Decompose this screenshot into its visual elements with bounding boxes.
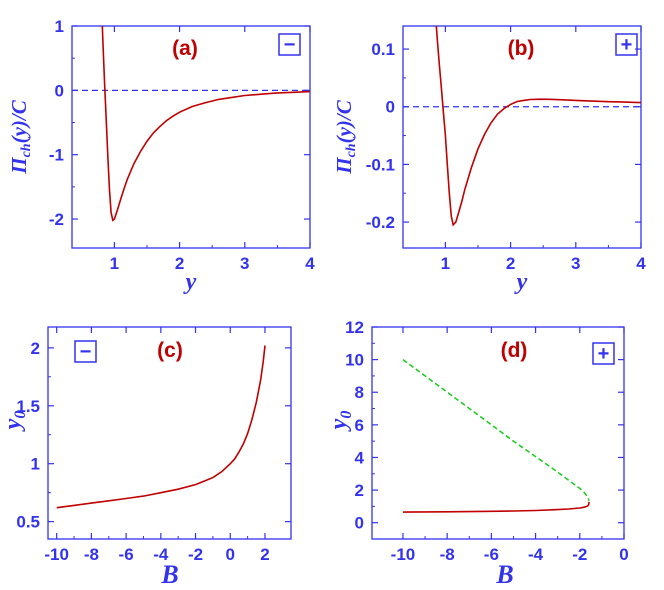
- panel-b-series-solid: [435, 26, 641, 227]
- panel-d-xtick-label: -8: [440, 545, 455, 564]
- panel-a-xtick-label: 1: [110, 254, 119, 273]
- panel-c: -10 -8 -6 -4 -2 0 2 0.5 1 1.5 2 (c) − B y0: [0, 326, 292, 589]
- panel-b-ytick-label: 0: [386, 98, 395, 117]
- panel-d-xtick-label: -4: [528, 545, 544, 564]
- panel-c-ticks: -10 -8 -6 -4 -2 0 2 0.5 1 1.5 2: [16, 327, 291, 564]
- panel-c-ytick-label: 0.5: [16, 513, 40, 532]
- panel-c-ylabel: y0: [0, 411, 29, 433]
- panel-c-sign-box: −: [74, 340, 97, 363]
- panel-d-frame: [371, 326, 625, 540]
- panel-c-xtick-label: -8: [84, 545, 99, 564]
- panel-d-xtick-label: 0: [619, 545, 628, 564]
- panel-a-ytick-label: 0: [55, 81, 64, 100]
- panel-d-ytick-label: 0: [355, 514, 364, 533]
- panel-a: 1 2 3 4 1 0 -1 -2 (a) − y Πch(y)/C: [7, 17, 315, 295]
- panel-c-frame: [47, 326, 292, 540]
- panel-a-ytick-label: -1: [49, 146, 64, 165]
- panel-d-series-dashed: [402, 358, 590, 501]
- panel-d-ytick-label: 8: [355, 383, 364, 402]
- panel-a-xlabel: y: [183, 269, 197, 295]
- panel-d-xtick-label: -6: [484, 545, 499, 564]
- panel-c-xtick-label: 0: [226, 545, 235, 564]
- panel-b-ytick-label: -0.1: [366, 155, 395, 174]
- panel-b-ytick-label: -0.2: [366, 213, 395, 232]
- panel-c-xtick-label: -10: [44, 545, 69, 564]
- panel-d-ytick-label: 10: [345, 351, 364, 370]
- panel-b-xtick-label: 4: [636, 254, 646, 273]
- panel-c-sign: −: [80, 341, 92, 363]
- panel-d-sign: +: [598, 343, 610, 365]
- panel-c-ytick-label: 2: [31, 339, 40, 358]
- panel-b-xtick-label: 2: [506, 254, 515, 273]
- panel-c-label: (c): [157, 339, 183, 362]
- panel-c-ytick-label: 1: [31, 455, 40, 474]
- panel-b-curves: [435, 26, 641, 227]
- panel-c-series-solid: [56, 345, 266, 509]
- panel-c-xtick-label: -6: [119, 545, 134, 564]
- panel-b-frame: [402, 25, 642, 249]
- panel-b-xlabel: y: [514, 269, 528, 295]
- panel-d-xtick-label: -10: [391, 545, 416, 564]
- panel-c-xtick-label: -4: [153, 545, 169, 564]
- panel-a-xtick-label: 4: [305, 254, 315, 273]
- panel-b-label: (b): [508, 37, 535, 60]
- panel-a-series-solid: [101, 26, 310, 222]
- panel-a-ytick-label: 1: [55, 17, 64, 36]
- panel-d-ytick-label: 2: [355, 481, 364, 500]
- panel-c-xtick-label: 2: [260, 545, 269, 564]
- panel-d-ytick-label: 6: [355, 416, 364, 435]
- panel-a-curves: [101, 26, 310, 222]
- panel-c-ytick-label: 1.5: [16, 397, 40, 416]
- panel-c-xtick-label: -2: [188, 545, 203, 564]
- panel-a-ytick-label: -2: [49, 210, 64, 229]
- panel-c-xlabel: B: [160, 560, 178, 589]
- panel-b-ytick-label: 0.1: [371, 40, 395, 59]
- panel-b: 1 2 3 4 0.1 0 -0.1 -0.2 (b) + y Πch(y)/C: [332, 25, 646, 295]
- panel-d-ticks: -10 -8 -6 -4 -2 0 0 2 4 6 8 10 12: [345, 318, 629, 564]
- panel-d: -10 -8 -6 -4 -2 0 0 2 4 6 8 10 12 (d) + B y0: [326, 318, 629, 589]
- panel-a-frame: [71, 25, 311, 249]
- panel-c-curves: [56, 345, 266, 509]
- panel-a-xtick-label: 3: [240, 254, 249, 273]
- panel-b-sign: +: [621, 34, 633, 56]
- panel-a-ylabel: Πch(y)/C: [7, 99, 34, 174]
- panel-d-sign-box: +: [592, 342, 615, 365]
- panel-d-xlabel: B: [495, 560, 513, 589]
- panel-a-xtick-label: 2: [175, 254, 184, 273]
- panel-d-label: (d): [501, 339, 528, 362]
- panel-a-ticks: 1 2 3 4 1 0 -1 -2: [49, 17, 315, 273]
- panel-b-ticks: 1 2 3 4 0.1 0 -0.1 -0.2: [366, 26, 646, 273]
- panel-d-curves: [402, 358, 590, 513]
- panel-b-xtick-label: 1: [441, 254, 450, 273]
- panel-b-sign-box: +: [615, 33, 638, 56]
- panel-d-series-solid: [402, 501, 590, 513]
- panel-d-ytick-label: 4: [355, 448, 365, 467]
- panel-a-sign-box: −: [278, 33, 301, 56]
- panel-b-xtick-label: 3: [571, 254, 580, 273]
- panel-b-ylabel: Πch(y)/C: [332, 99, 359, 174]
- panel-d-xtick-label: -2: [572, 545, 587, 564]
- panel-d-ytick-label: 12: [345, 318, 364, 337]
- panel-a-sign: −: [284, 34, 296, 56]
- panel-d-ylabel: y0: [326, 411, 355, 433]
- panel-a-label: (a): [172, 37, 198, 60]
